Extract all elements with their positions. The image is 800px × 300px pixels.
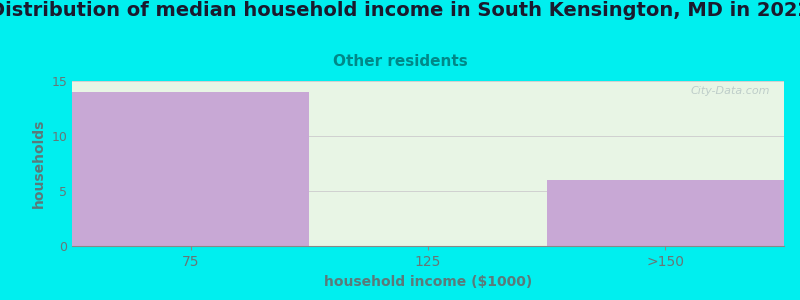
X-axis label: household income ($1000): household income ($1000) [324,274,532,289]
Text: Other residents: Other residents [333,54,467,69]
Text: Distribution of median household income in South Kensington, MD in 2022: Distribution of median household income … [0,2,800,20]
Text: City-Data.com: City-Data.com [690,86,770,96]
Y-axis label: households: households [32,119,46,208]
Bar [546,180,784,246]
Bar [72,92,310,246]
